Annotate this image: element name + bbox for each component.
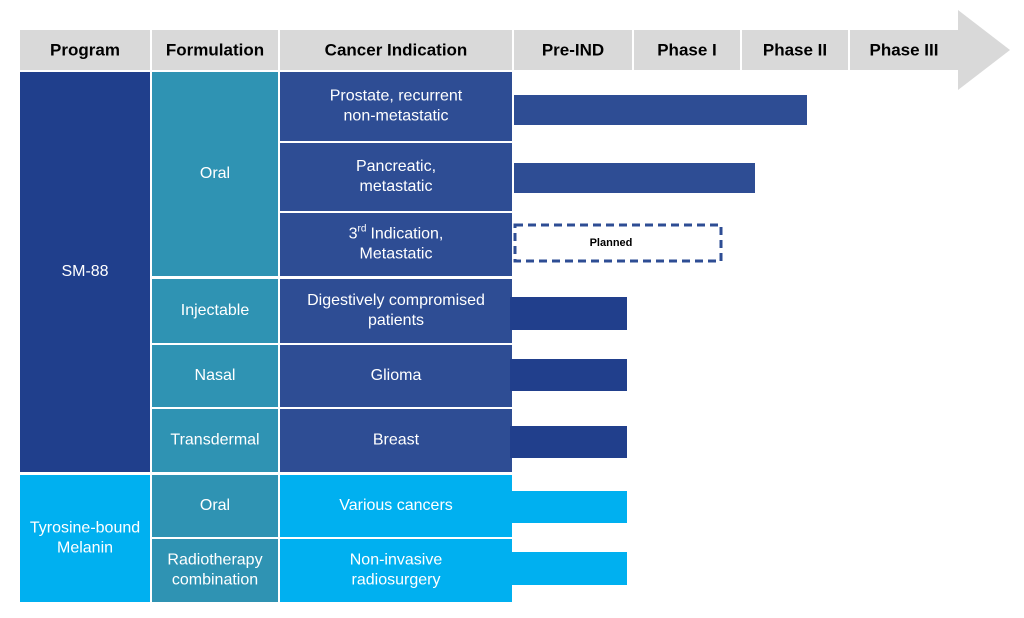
ordinal-suffix: rd — [358, 223, 367, 234]
formulation-label: Transdermal — [170, 432, 259, 449]
indication-cell — [280, 409, 512, 472]
formulation-label: combination — [172, 572, 258, 589]
formulation-cell — [152, 279, 278, 343]
header-label: Cancer Indication — [325, 40, 468, 59]
progress-bar — [510, 491, 627, 523]
progress-bar — [510, 552, 627, 585]
indication-label: radiosurgery — [352, 572, 441, 589]
header-label: Program — [50, 40, 120, 59]
planned-box — [513, 223, 723, 263]
header-label: Pre-IND — [542, 40, 604, 59]
formulation-cell — [152, 539, 278, 602]
progress-bar — [510, 359, 627, 391]
indication-text: Indication, — [370, 226, 443, 243]
header-cell — [634, 30, 740, 70]
indication-label: Non-invasive — [350, 552, 443, 569]
header-cell — [514, 30, 632, 70]
header-label: Phase I — [657, 40, 717, 59]
indication-cell — [280, 279, 512, 343]
indication-label: Glioma — [371, 367, 422, 384]
program-label: Tyrosine-bound — [30, 520, 140, 537]
program-cell — [20, 475, 150, 602]
header-label: Phase III — [870, 40, 939, 59]
arrow-head — [958, 10, 1010, 90]
cells: Program Formulation Cancer Indication Pre-I… — [20, 30, 958, 602]
formulation-cell — [152, 345, 278, 407]
indication-label: Prostate, recurrent — [330, 88, 463, 105]
header-label: Phase II — [763, 40, 827, 59]
indication-cell — [280, 475, 512, 537]
formulation-cell — [152, 409, 278, 472]
indication-label: Metastatic — [360, 246, 433, 263]
indication-label: 3rd Indication, — [349, 223, 444, 243]
planned-label: Planned — [590, 237, 633, 249]
indication-label: Digestively compromised — [307, 292, 485, 309]
formulation-label: Oral — [200, 497, 230, 514]
indication-label: Various cancers — [339, 497, 453, 514]
header-cell — [742, 30, 848, 70]
indication-label: Breast — [373, 432, 420, 449]
program-label: SM-88 — [61, 263, 108, 280]
progress-bar — [514, 163, 755, 193]
ordinal: 3 — [349, 226, 358, 243]
program-label: Melanin — [57, 540, 113, 557]
formulation-cell — [152, 475, 278, 537]
formulation-label: Injectable — [181, 302, 250, 319]
indication-cell — [280, 143, 512, 211]
indication-cell — [280, 72, 512, 141]
header-cell — [280, 30, 512, 70]
progress-bar — [510, 426, 627, 458]
header-cell — [850, 30, 958, 70]
header-cell — [20, 30, 150, 70]
indication-label: Pancreatic, — [356, 158, 436, 175]
header-label: Formulation — [166, 40, 264, 59]
indication-cell — [280, 345, 512, 407]
indication-label: patients — [368, 312, 424, 329]
indication-label: metastatic — [360, 178, 433, 195]
indication-cell — [280, 539, 512, 602]
indication-cell — [280, 213, 512, 276]
formulation-label: Radiotherapy — [167, 552, 262, 569]
formulation-label: Oral — [200, 165, 230, 182]
progress-bar — [514, 95, 807, 125]
program-cell — [20, 72, 150, 472]
formulation-cell — [152, 72, 278, 276]
indication-label: non-metastatic — [344, 108, 449, 125]
progress-bar — [510, 297, 627, 330]
formulation-label: Nasal — [195, 367, 236, 384]
header-cell — [152, 30, 278, 70]
